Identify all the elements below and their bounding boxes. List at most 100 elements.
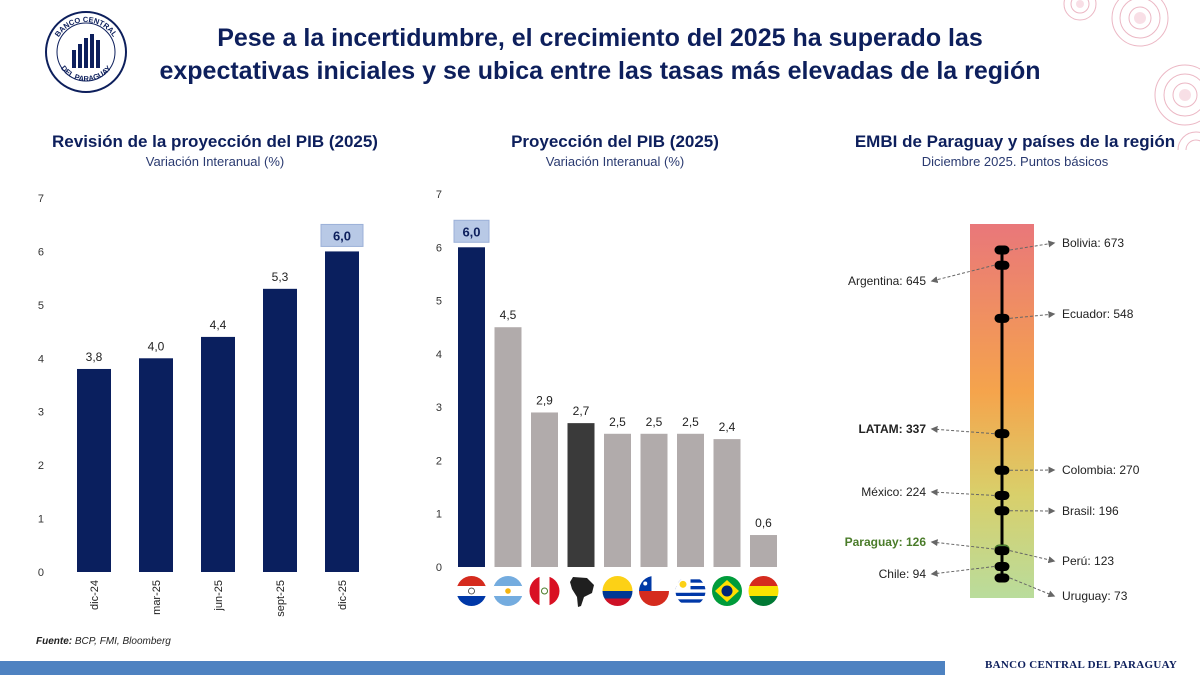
bolivia-flag-icon — [748, 576, 779, 606]
source-note: Fuente: BCP, FMI, Bloomberg — [36, 636, 171, 647]
source-label: Fuente: — [36, 636, 73, 647]
chart1-bar — [325, 251, 359, 572]
chart2-bar — [713, 439, 741, 567]
colombia-flag-icon — [602, 576, 633, 606]
source-text: BCP, FMI, Bloomberg — [74, 636, 171, 647]
chart1-ytick: 5 — [38, 300, 44, 312]
chart1-category-label: dic-25 — [337, 580, 349, 610]
footer-bar — [0, 661, 945, 675]
headline-line-1: Pese a la incertidumbre, el crecimiento … — [217, 24, 983, 52]
footer-text: BANCO CENTRAL DEL PARAGUAY — [985, 659, 1178, 671]
chart2-ytick: 3 — [436, 402, 442, 414]
embi-point-chile — [994, 562, 1010, 572]
south-america-map-icon — [570, 577, 594, 607]
chart2-bar — [458, 247, 485, 567]
chart1-ytick: 3 — [38, 407, 44, 419]
chart1-ytick: 4 — [38, 353, 44, 365]
embi-point-méxico — [994, 490, 1010, 500]
chart1-value-label: 6,0 — [333, 228, 351, 243]
embi-point-perú — [994, 546, 1010, 556]
chart2-bar — [531, 412, 558, 567]
embi-chart: Bolivia: 673 Argentina: 645 Ecuador: 548 LA… — [845, 224, 1140, 603]
embi-label-uruguay: Uruguay: 73 — [1062, 589, 1128, 603]
brazil-flag-icon — [712, 576, 742, 606]
chart2-ytick: 2 — [436, 455, 442, 467]
embi-leader-line — [1009, 577, 1056, 598]
chart1-value-label: 4,4 — [210, 318, 227, 332]
gdp-revision-chart: 0 1 2 3 4 5 6 7 3,8 dic-24 4,0 mar-25 4,4 jun-25 5,3 se… — [38, 193, 364, 617]
embi-point-latam — [994, 429, 1010, 439]
embi-label-latam: LATAM: 337 — [858, 422, 926, 436]
embi-leader-line — [930, 425, 995, 435]
headline-line-2: expectativas iniciales y se ubica entre … — [159, 57, 1041, 85]
chart1-highlight-box — [320, 223, 364, 247]
chile-flag-icon — [639, 576, 669, 606]
chart1-bar — [139, 358, 173, 572]
chart2-value-label: 0,6 — [755, 516, 772, 530]
chart1-value-label: 5,3 — [272, 270, 289, 284]
paraguay-flag-icon — [456, 576, 487, 606]
embi-point-brasil — [994, 506, 1010, 516]
chart3-subtitle: Diciembre 2025. Puntos básicos — [921, 154, 1109, 169]
chart1-category-label: sept-25 — [275, 580, 287, 617]
embi-leader-line — [930, 566, 995, 577]
chart1-value-label: 4,0 — [148, 339, 165, 353]
chart2-subtitle: Variación Interanual (%) — [545, 154, 685, 169]
chart2-ytick: 6 — [436, 242, 442, 254]
embi-point-ecuador — [994, 313, 1010, 323]
embi-leader-line — [1009, 240, 1056, 251]
chart1-value-label: 3,8 — [86, 350, 103, 364]
chart2-bar — [640, 433, 668, 567]
chart2-bar — [604, 433, 631, 567]
chart2-value-label: 2,5 — [682, 415, 699, 429]
chart3-title: EMBI de Paraguay y países de la región — [854, 132, 1176, 151]
chart1-ytick: 6 — [38, 246, 44, 258]
embi-label-argentina: Argentina: 645 — [848, 274, 926, 288]
peru-flag-icon — [529, 576, 560, 606]
chart2-ytick: 0 — [436, 562, 442, 574]
chart2-bar — [750, 535, 777, 567]
chart1-ytick: 2 — [38, 460, 44, 472]
chart2-bar — [677, 433, 704, 567]
chart2-value-label: 6,0 — [462, 224, 480, 239]
embi-leader-line — [1009, 550, 1056, 564]
chart1-category-label: mar-25 — [151, 580, 163, 615]
chart2-value-label: 4,5 — [500, 308, 517, 322]
gdp-projection-chart: 0 1 2 3 4 5 6 7 6,0 4,5 2,9 2,7 2,5 2,5 2,5 2,4 0,6 — [436, 189, 779, 607]
embi-label-paraguay: Paraguay: 126 — [845, 535, 927, 549]
embi-label-ecuador: Ecuador: 548 — [1062, 307, 1134, 321]
decorative-flowers — [1063, 0, 1200, 150]
chart2-value-label: 2,9 — [536, 393, 553, 407]
chart2-value-label: 2,4 — [719, 420, 736, 434]
embi-leader-line — [930, 264, 995, 284]
embi-label-colombia: Colombia: 270 — [1062, 463, 1140, 477]
embi-label-brasil: Brasil: 196 — [1062, 504, 1119, 518]
embi-label-chile: Chile: 94 — [879, 567, 927, 581]
embi-point-uruguay — [994, 573, 1010, 583]
chart1-ytick: 1 — [38, 514, 44, 526]
embi-label-perú: Perú: 123 — [1062, 554, 1114, 568]
chart2-value-label: 2,5 — [609, 415, 626, 429]
chart1-bar — [263, 288, 297, 572]
chart1-ytick: 7 — [38, 193, 44, 205]
chart1-bar — [77, 368, 111, 572]
embi-label-bolivia: Bolivia: 673 — [1062, 236, 1124, 250]
chart1-category-label: dic-24 — [89, 580, 101, 610]
embi-label-méxico: México: 224 — [861, 485, 926, 499]
chart2-title: Proyección del PIB (2025) — [511, 132, 719, 151]
chart2-bar — [567, 423, 595, 567]
chart2-bar — [494, 327, 522, 567]
argentina-flag-icon — [493, 576, 523, 606]
chart1-subtitle: Variación Interanual (%) — [145, 154, 285, 169]
embi-point-colombia — [994, 465, 1010, 475]
embi-leader-line — [1009, 311, 1056, 319]
chart1-category-label: jun-25 — [213, 580, 225, 612]
chart1-bar — [201, 336, 235, 572]
chart1-title: Revisión de la proyección del PIB (2025) — [52, 132, 378, 151]
bcp-logo: BANCO CENTRAL DEL PARAGUAY — [45, 11, 127, 93]
uruguay-flag-icon — [675, 576, 706, 606]
embi-point-bolivia — [994, 245, 1010, 255]
chart2-ytick: 1 — [436, 509, 442, 521]
chart2-highlight-box — [453, 219, 490, 243]
chart2-ytick: 7 — [436, 189, 442, 201]
